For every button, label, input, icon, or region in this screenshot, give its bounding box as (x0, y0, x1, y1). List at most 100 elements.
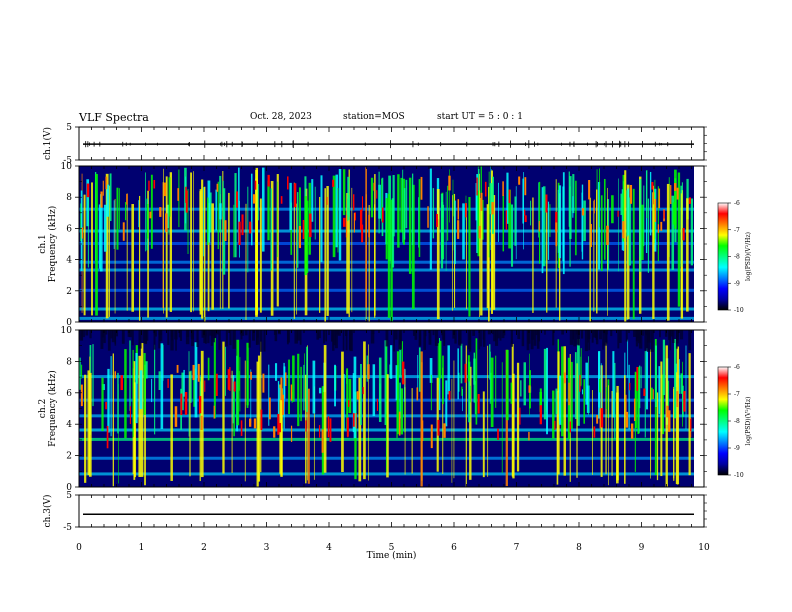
colorbar-label: log(PSD)(V²/Hz) (745, 232, 752, 281)
sferic-streak (144, 361, 148, 379)
sferic-streak (580, 348, 582, 385)
sferic-streak (641, 204, 644, 260)
sferic-streak (268, 364, 270, 426)
sferic-streak (686, 198, 689, 312)
power-core (241, 214, 244, 236)
power-core (129, 406, 131, 425)
dark-cap (207, 330, 210, 344)
sferic-streak (347, 198, 349, 222)
sferic-streak (399, 344, 402, 378)
dark-cap (603, 330, 607, 346)
sferic-streak (643, 185, 645, 247)
power-core (420, 176, 423, 200)
power-core (676, 391, 679, 408)
power-core (660, 221, 663, 231)
power-core (114, 371, 116, 379)
sferic-streak (475, 338, 478, 425)
y-tick-label: 4 (66, 256, 72, 266)
sferic-streak (492, 195, 496, 310)
power-core (250, 371, 252, 380)
noise-band (79, 307, 694, 311)
power-core (236, 191, 238, 208)
sferic-streak (181, 372, 184, 411)
dark-cap (497, 330, 500, 339)
sferic-streak (304, 196, 307, 276)
dark-cap (155, 330, 157, 337)
power-core (528, 385, 531, 393)
colorbar-tick-label: -9 (734, 445, 740, 452)
sferic-streak (626, 184, 630, 320)
sferic-streak (418, 197, 419, 248)
power-core (658, 188, 661, 209)
dark-cap (617, 330, 620, 349)
dark-cap (442, 330, 446, 340)
power-core (402, 361, 405, 385)
dark-cap (229, 330, 232, 346)
sferic-streak (368, 204, 370, 322)
sferic-streak (207, 202, 210, 312)
sferic-streak (405, 179, 408, 229)
dark-cap (345, 330, 348, 351)
power-core (184, 391, 188, 415)
sferic-streak (222, 171, 224, 309)
dark-cap (263, 330, 266, 352)
power-core (464, 363, 467, 383)
sferic-streak (474, 381, 477, 415)
sferic-streak (99, 194, 103, 272)
sferic-streak (418, 347, 421, 392)
dark-cap (552, 330, 555, 346)
dark-cap (679, 330, 684, 340)
sferic-streak (313, 386, 315, 480)
dark-cap (672, 330, 675, 343)
sferic-streak (442, 355, 444, 405)
sferic-streak (611, 391, 613, 476)
sferic-streak (546, 201, 548, 313)
power-core (249, 221, 252, 234)
sferic-streak (408, 177, 412, 274)
sferic-streak (378, 171, 380, 234)
sferic-streak (488, 171, 490, 258)
power-core (590, 223, 592, 247)
dark-cap (650, 330, 654, 352)
sferic-streak (324, 188, 326, 322)
x-tick-label: 3 (264, 543, 270, 553)
dark-cap (454, 330, 457, 344)
power-core (600, 408, 604, 428)
power-core (629, 382, 631, 391)
sferic-streak (400, 177, 403, 233)
power-core (318, 425, 321, 438)
dark-cap (561, 330, 564, 335)
power-core (260, 409, 263, 431)
power-core (185, 190, 188, 213)
sferic-streak (508, 189, 511, 249)
power-core (352, 194, 355, 211)
power-core (102, 180, 104, 196)
sferic-streak (256, 361, 259, 487)
power-core (240, 420, 243, 436)
dark-cap (167, 330, 170, 345)
power-core (606, 225, 609, 245)
power-core (524, 209, 526, 216)
power-core (427, 206, 429, 228)
sferic-streak (360, 363, 362, 426)
sferic-streak (338, 168, 342, 261)
sferic-streak (257, 355, 261, 482)
power-core (398, 411, 401, 436)
sferic-streak (593, 200, 595, 312)
sferic-streak (199, 191, 201, 311)
sferic-streak (675, 372, 678, 485)
y-tick-label: -5 (63, 156, 72, 166)
x-tick-label: 2 (201, 543, 207, 553)
sferic-streak (306, 200, 309, 273)
sferic-streak (557, 189, 560, 253)
sferic-streak (522, 178, 524, 224)
dark-cap (142, 330, 145, 344)
sferic-streak (133, 382, 137, 478)
sferic-streak (298, 187, 301, 246)
sferic-streak (311, 179, 314, 222)
dark-cap (103, 330, 106, 344)
dark-cap (143, 330, 147, 344)
x-tick-label: 9 (639, 543, 645, 553)
sferic-streak (666, 183, 670, 321)
